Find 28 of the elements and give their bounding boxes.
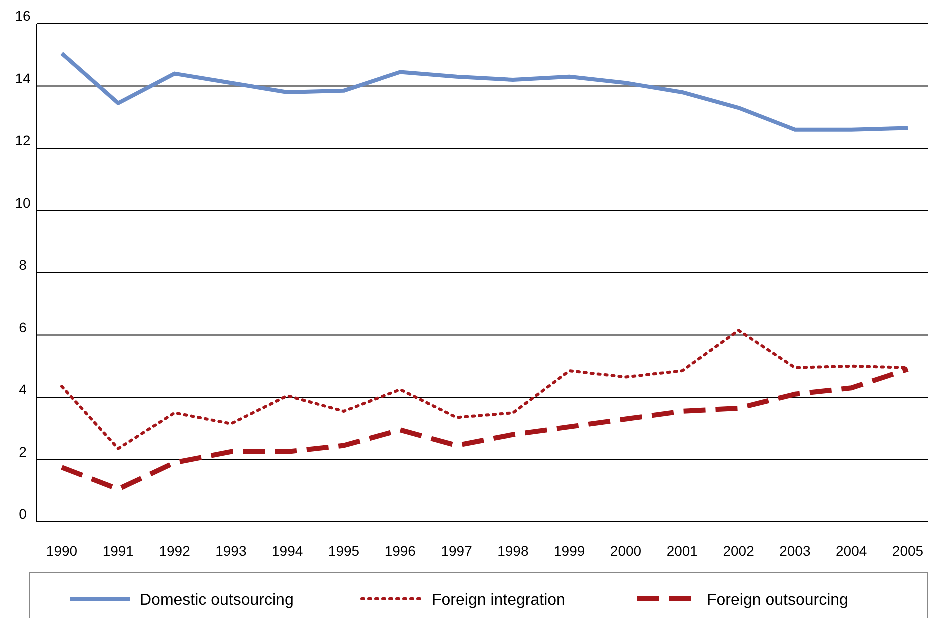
legend-label: Foreign outsourcing <box>707 592 848 609</box>
y-tick-label: 0 <box>19 506 28 522</box>
x-tick-label: 1998 <box>498 543 529 559</box>
legend-label: Domestic outsourcing <box>140 592 294 609</box>
y-tick-label: 10 <box>15 194 31 211</box>
x-tick-label: 2002 <box>723 543 755 559</box>
y-tick-label: 14 <box>15 70 31 86</box>
y-tick-label: 12 <box>15 132 31 148</box>
legend-label: Foreign integration <box>432 592 566 609</box>
y-tick-label: 4 <box>19 382 28 398</box>
x-tick-label: 2000 <box>610 543 642 559</box>
x-tick-label: 1990 <box>46 543 78 559</box>
x-tick-label: 1992 <box>159 543 191 559</box>
y-tick-label: 6 <box>19 319 28 336</box>
x-tick-label: 1997 <box>441 543 473 559</box>
y-tick-label: 8 <box>19 257 28 273</box>
x-tick-label: 1996 <box>384 543 416 559</box>
x-tick-label: 1994 <box>272 543 304 559</box>
x-tick-label: 1991 <box>102 543 134 559</box>
x-tick-label: 2004 <box>836 543 868 559</box>
x-tick-label: 2005 <box>892 543 924 559</box>
x-tick-label: 1993 <box>216 543 247 559</box>
y-tick-label: 2 <box>19 444 28 460</box>
x-tick-label: 1995 <box>328 543 360 559</box>
x-tick-label: 1999 <box>554 543 586 559</box>
x-tick-label: 2001 <box>666 543 698 559</box>
y-tick-label: 16 <box>15 8 31 24</box>
x-tick-label: 2003 <box>780 543 811 559</box>
